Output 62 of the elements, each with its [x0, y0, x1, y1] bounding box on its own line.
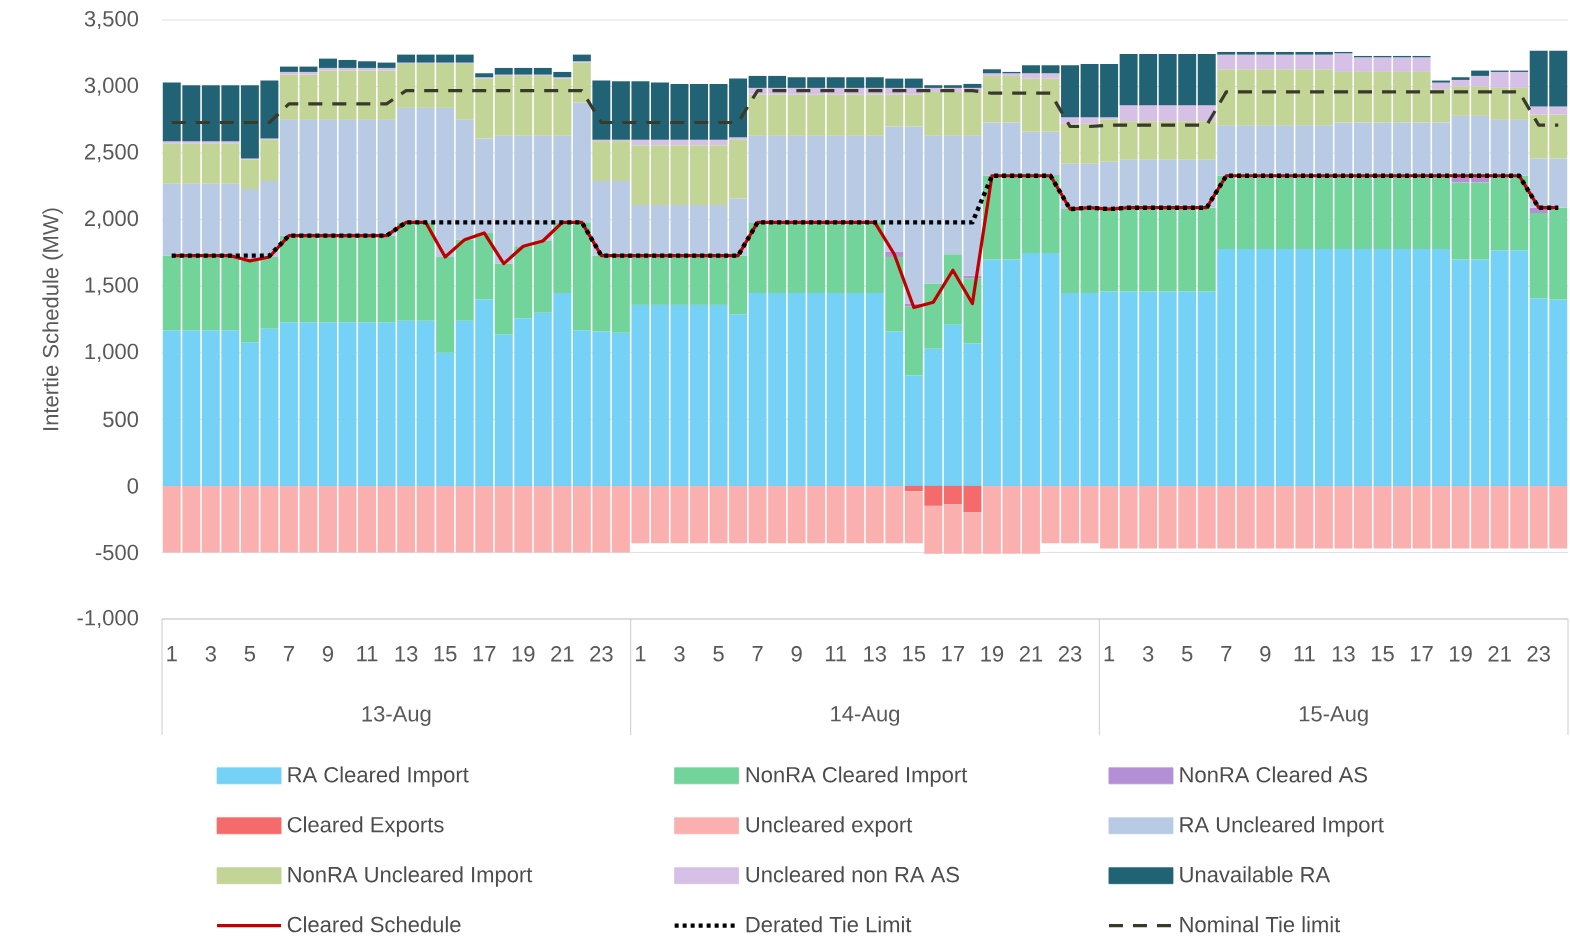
text: 15-Aug: [1299, 706, 1368, 726]
x-tick-label: 1: [167, 646, 177, 662]
x-tick-label: 9: [791, 646, 802, 662]
x-tick-label: 11: [825, 646, 847, 662]
x-tick-label: 23: [1527, 646, 1550, 662]
x-tick-label: 9: [322, 646, 334, 662]
x-tick-label: 17: [1410, 646, 1433, 662]
x-tick-label: 3: [205, 646, 216, 662]
legend-label: Derated Tie Limit: [746, 916, 912, 933]
y-tick-label: 500: [103, 411, 139, 428]
x-tick-label: 21: [1488, 646, 1511, 662]
x-tick-label: 17: [942, 646, 965, 662]
x-tick-label: 19: [512, 646, 535, 662]
legend-label: Nominal Tie limit: [1180, 916, 1341, 933]
x-tick-label: 13: [395, 646, 418, 662]
x-tick-label: 21: [551, 646, 574, 662]
y-tick-label: 3,500: [84, 10, 139, 30]
text: 13-Aug: [362, 706, 431, 726]
x-tick-label: 23: [590, 646, 613, 662]
text: 14-Aug: [831, 706, 900, 726]
x-tick-label: 19: [981, 646, 1004, 662]
x-tick-label: 11: [1294, 646, 1315, 662]
legend-label: RA Cleared Import: [288, 766, 469, 787]
x-tick-label: 23: [1058, 646, 1082, 662]
legend-label: Uncleared non RA AS: [746, 866, 959, 883]
x-tick-label: 5: [713, 646, 724, 662]
x-tick-label: 7: [1221, 646, 1232, 662]
x-tick-label: 3: [674, 646, 685, 662]
x-tick-label: 17: [473, 646, 496, 662]
y-tick-label: 3,000: [84, 77, 139, 96]
x-tick-label: 15: [1371, 646, 1394, 662]
y-tick-label: 2,000: [84, 210, 139, 229]
x-tick-label: 5: [244, 646, 256, 662]
y-tick-label: 1,500: [85, 277, 139, 296]
y-tick-label: -1,000: [77, 609, 139, 629]
x-tick-label: 7: [283, 646, 294, 662]
x-tick-label: 21: [1019, 646, 1043, 662]
y-tick-label: -500: [95, 544, 139, 561]
legend-label: Cleared Exports: [287, 816, 444, 837]
x-tick-label: 1: [635, 646, 646, 662]
x-tick-label: 9: [1260, 646, 1271, 662]
x-tick-label: 11: [357, 646, 378, 662]
y-axis-title: Intertie Schedule (MW): [42, 208, 63, 430]
x-tick-label: 3: [1142, 646, 1154, 662]
legend-label: Cleared Schedule: [287, 916, 461, 933]
x-tick-label: 5: [1181, 646, 1193, 662]
x-tick-label: 1: [1104, 646, 1115, 662]
legend-label: Unavailable RA: [1180, 866, 1331, 883]
x-tick-label: 15: [903, 646, 926, 662]
x-tick-label: 13: [1332, 646, 1355, 662]
legend-label: NonRA Cleared Import: [746, 766, 968, 787]
x-tick-label: 19: [1450, 646, 1472, 662]
y-tick-label: 0: [127, 478, 139, 494]
legend-label: RA Uncleared Import: [1180, 816, 1384, 837]
y-tick-label: 2,500: [84, 144, 139, 163]
legend-label: NonRA Uncleared Import: [288, 866, 533, 887]
x-tick-label: 7: [752, 646, 763, 662]
x-tick-label: 13: [864, 646, 887, 662]
legend-label: NonRA Cleared AS: [1180, 766, 1368, 783]
y-tick-label: 1,000: [85, 343, 139, 362]
x-tick-label: 15: [434, 646, 457, 662]
legend-label: Uncleared export: [746, 816, 913, 837]
